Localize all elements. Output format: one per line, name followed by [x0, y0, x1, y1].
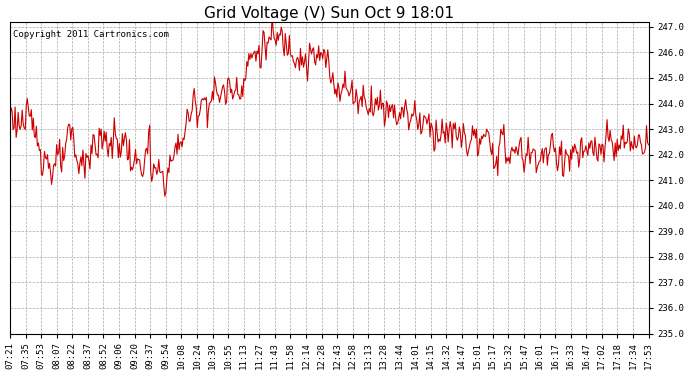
- Text: Copyright 2011 Cartronics.com: Copyright 2011 Cartronics.com: [13, 30, 169, 39]
- Title: Grid Voltage (V) Sun Oct 9 18:01: Grid Voltage (V) Sun Oct 9 18:01: [204, 6, 454, 21]
